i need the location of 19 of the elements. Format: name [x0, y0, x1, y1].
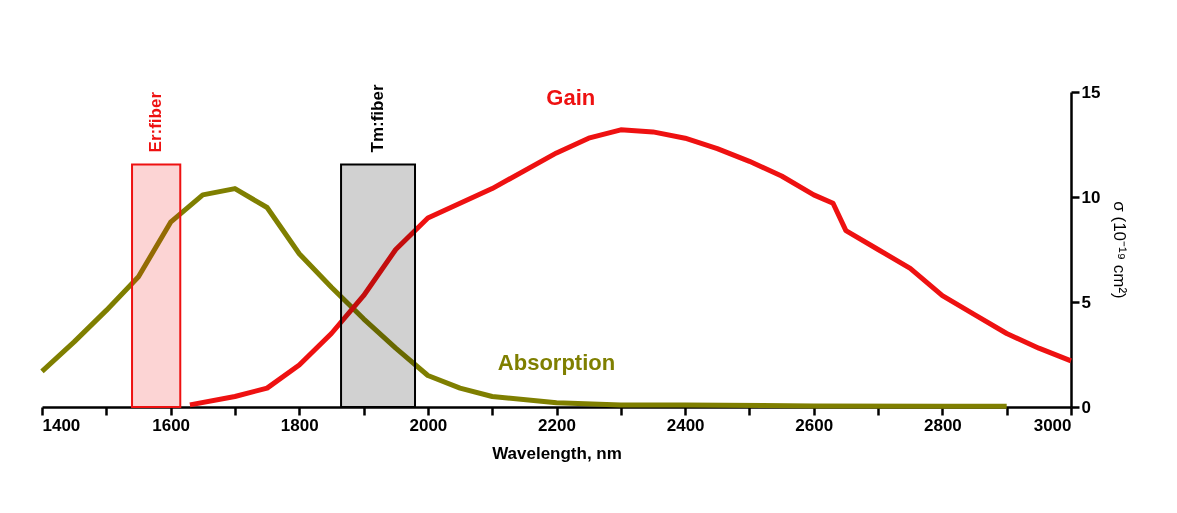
- x-tick-label: 1800: [280, 415, 319, 435]
- x-tick-label: 2000: [409, 415, 448, 435]
- x-tick-label: 1600: [152, 415, 191, 435]
- band-label: Tm:fiber: [368, 84, 388, 153]
- y-axis-title: σ (10⁻¹⁹ cm²): [1110, 201, 1130, 299]
- band-label: Er:fiber: [146, 91, 166, 153]
- y-tick-label: 10: [1081, 187, 1101, 207]
- y-tick-label: 0: [1081, 397, 1091, 417]
- x-tick-label: 3000: [1033, 415, 1072, 435]
- series-label: Gain: [546, 84, 596, 110]
- x-tick-label: 2800: [923, 415, 962, 435]
- series-label: Absorption: [497, 349, 616, 375]
- x-tick-label: 2200: [538, 415, 576, 435]
- x-tick-label: 1400: [42, 415, 81, 435]
- x-tick-label: 2600: [795, 415, 834, 435]
- y-tick-label: 5: [1081, 292, 1091, 312]
- y-tick-label: 15: [1081, 82, 1101, 102]
- x-tick-label: 2400: [666, 415, 705, 435]
- x-axis-title: Wavelength, nm: [492, 443, 622, 463]
